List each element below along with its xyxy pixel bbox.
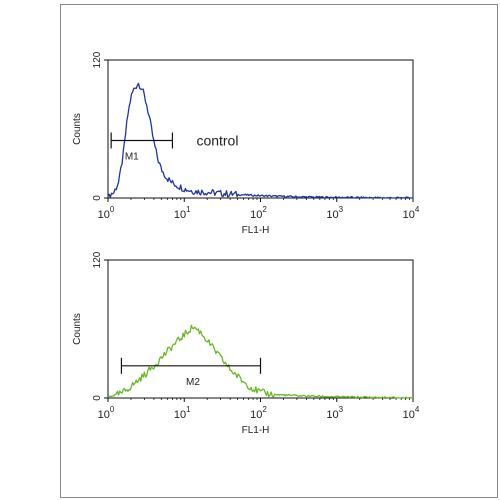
x-tick-label: 103 (326, 205, 343, 221)
histogram-panel-2: 100 101 102 103 104 0 120 FL1-H Counts M2 (72, 251, 420, 436)
plot-area (107, 259, 414, 399)
x-tick-label: 102 (250, 405, 267, 421)
x-tick-label: 103 (326, 405, 343, 421)
x-tick-label: 102 (250, 205, 267, 221)
x-tick-label: 101 (174, 405, 191, 421)
x-tick-label: 104 (403, 405, 420, 421)
histogram-panel-1: 100 101 102 103 104 0 120 FL1-H Counts M1 control (72, 51, 420, 236)
panel-annotation: control (196, 133, 238, 149)
figure-frame (60, 4, 498, 498)
y-tick-label: 120 (92, 51, 103, 68)
x-tick-label: 104 (403, 205, 420, 221)
y-tick-label: 0 (92, 395, 103, 401)
plot-area (107, 59, 414, 199)
y-axis-label: Counts (72, 113, 83, 145)
x-tick-label: 101 (174, 205, 191, 221)
x-tick-label: 100 (98, 405, 115, 421)
x-axis-label: FL1-H (242, 225, 270, 236)
histogram-series-line (107, 82, 414, 199)
gate-label: M2 (186, 377, 200, 388)
x-axis-label: FL1-H (242, 425, 270, 436)
y-tick-label: 0 (92, 195, 103, 201)
histogram-series-line (107, 324, 413, 399)
x-tick-label: 100 (98, 205, 115, 221)
y-axis-label: Counts (72, 313, 83, 345)
gate-label: M1 (125, 152, 139, 163)
y-tick-label: 120 (92, 251, 103, 268)
